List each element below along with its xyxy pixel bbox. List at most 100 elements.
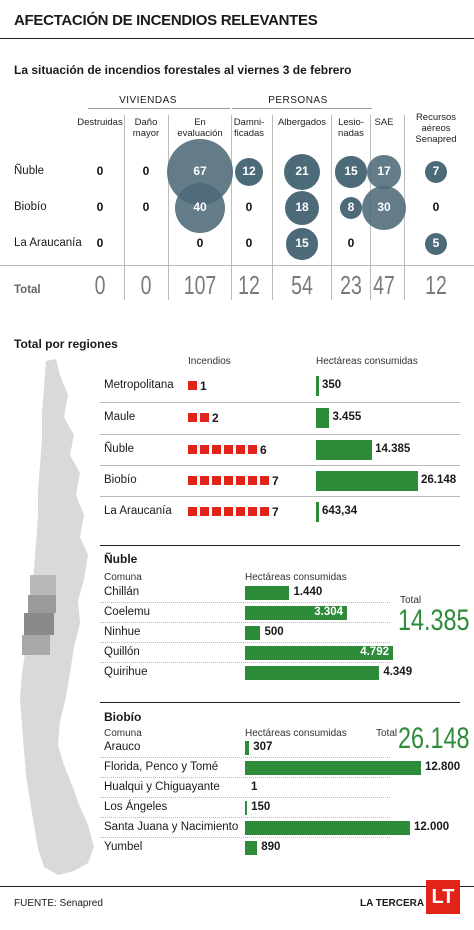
region-separator (100, 434, 460, 435)
column-header-lesionadas: Lesio-nadas (321, 117, 381, 139)
map-araucania (22, 635, 50, 655)
nuble-area: Chillán 1.440 Coelemu 3.304 Ninhue 500 Quillón… (100, 586, 413, 680)
column-header-dano: Daño mayor (116, 117, 176, 139)
region-separator (100, 402, 460, 403)
comuna-bar (245, 586, 290, 600)
biobio-comuna-header: Comuna (104, 728, 142, 739)
incendio-square (212, 507, 221, 516)
nuble-total-label: Total (400, 595, 422, 606)
hectareas-bar (316, 502, 319, 522)
incendio-square (188, 476, 197, 485)
incendios-value: 7 (272, 505, 279, 519)
hectareas-value: 26.148 (421, 474, 457, 486)
data-bubble (425, 233, 447, 255)
hectareas-bar (316, 408, 330, 428)
incendio-square (236, 507, 245, 516)
page-title: AFECTACIÓN DE INCENDIOS RELEVANTES (14, 12, 318, 29)
biobio-total-value: 26.148 (398, 722, 470, 755)
comuna-separator (100, 777, 390, 778)
comuna-value: 4.349 (383, 666, 413, 678)
comuna-value: 1 (251, 781, 258, 793)
map-maule (30, 575, 56, 595)
comuna-label: Arauco (104, 741, 141, 753)
la-tercera-logo: LT (426, 880, 460, 914)
row-label: Biobío (14, 201, 47, 213)
table-area: Destruidas Daño mayor En evaluación Damni-fic… (0, 0, 474, 310)
column-header-destruidas-line: Destruidas (77, 117, 123, 128)
comuna-label: Chillán (104, 586, 140, 598)
comuna-bar (245, 646, 393, 660)
incendios-value: 2 (212, 411, 219, 425)
table-cell: 18 (295, 200, 309, 214)
comuna-label: Yumbel (104, 841, 143, 853)
incendio-square (224, 507, 233, 516)
comuna-label: Florida, Penco y Tomé (104, 761, 219, 773)
incendio-square (260, 476, 269, 485)
comuna-label: Quillón (104, 646, 140, 658)
data-bubble (335, 156, 367, 188)
table-cell: 17 (377, 164, 391, 178)
data-bubble (286, 228, 318, 260)
table-cell: 15 (295, 236, 309, 250)
comuna-value: 150 (251, 801, 271, 813)
incendio-square (200, 445, 209, 454)
total-value: 0 (94, 270, 106, 300)
column-header-evaluacion-line: En (194, 117, 206, 128)
column-header-sae-line: SAE (374, 117, 394, 128)
column-header-recursos-line: aéreos (421, 123, 451, 134)
regions-area: Metropolitana 1 350 Maule 2 3.455 Ñuble 6 14.385… (100, 376, 460, 522)
table-cell: 0 (96, 200, 104, 214)
table-cell: 0 (96, 164, 104, 178)
comuna-bar (245, 801, 248, 815)
incendio-square (248, 476, 257, 485)
comuna-separator (100, 622, 390, 623)
hectareas-bar (316, 471, 418, 491)
total-value: 12 (238, 270, 260, 300)
group-viviendas: VIVIENDAS (119, 95, 177, 106)
data-bubble (367, 155, 401, 189)
table-cell: 0 (196, 236, 204, 250)
column-separator (124, 115, 125, 300)
group-rule-viviendas (88, 108, 230, 109)
comuna-value: 890 (261, 841, 281, 853)
column-header-dano-line: mayor (132, 128, 160, 139)
table-cell: 21 (295, 164, 309, 178)
hectareas-bar (316, 376, 319, 396)
incendios-header: Incendios (188, 356, 231, 367)
footer-source: FUENTE: Senapred (14, 898, 103, 909)
region-separator (100, 496, 460, 497)
column-header-lesionadas-line: Lesio- (338, 117, 364, 128)
column-header-lesionadas-line: nadas (338, 128, 364, 139)
table-cell: 12 (242, 164, 256, 178)
incendio-square (224, 476, 233, 485)
table-cell: 7 (432, 164, 440, 178)
comuna-label: Coelemu (104, 606, 151, 618)
footer-brand: LA TERCERA (360, 898, 425, 909)
chile-map-shape (20, 359, 94, 875)
table-cell: 0 (96, 236, 104, 250)
comuna-bar (245, 666, 380, 680)
incendio-square (200, 507, 209, 516)
column-separator (272, 115, 273, 300)
column-header-dano-line: Daño (134, 117, 158, 128)
comuna-bar (245, 841, 258, 855)
comuna-bar (245, 741, 250, 755)
total-value: 54 (291, 270, 313, 300)
comuna-separator (100, 642, 390, 643)
table-cell: 40 (193, 200, 207, 214)
biobio-title: Biobío (104, 710, 142, 724)
group-personas: PERSONAS (268, 95, 328, 106)
data-bubble (339, 196, 363, 220)
region-label: Maule (104, 411, 136, 423)
incendios-value: 6 (260, 443, 267, 457)
hectareas-value: 350 (322, 379, 342, 391)
table-total-rule (0, 265, 474, 266)
column-header-evaluacion: En evaluación (170, 117, 230, 139)
incendio-square (236, 476, 245, 485)
table-cell: 0 (432, 200, 440, 214)
hectareas-value: 643,34 (322, 505, 358, 517)
incendio-square (188, 413, 197, 422)
column-header-albergados: Albergados (272, 117, 332, 128)
comuna-label: Quirihue (104, 666, 148, 678)
title-rule (0, 38, 474, 39)
